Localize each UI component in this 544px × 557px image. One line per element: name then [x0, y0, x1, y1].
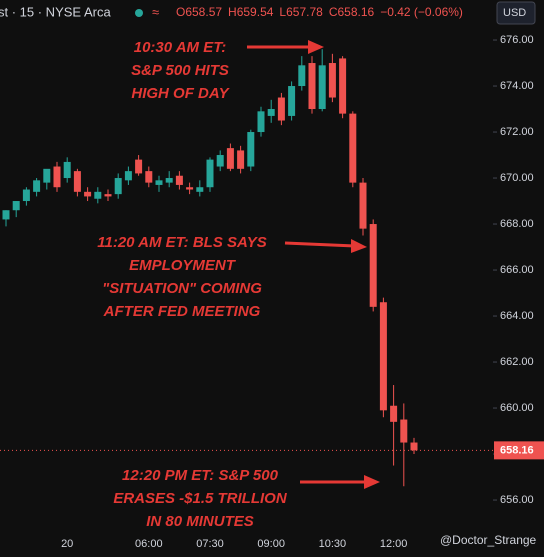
y-tick-label: 666.00 — [500, 264, 534, 276]
candle-body — [94, 191, 102, 199]
x-tick-label: 09:00 — [257, 538, 285, 550]
y-tick-label: 668.00 — [500, 218, 534, 230]
candle-body — [175, 175, 183, 185]
y-tick-label: 674.00 — [500, 80, 534, 92]
candle-body — [247, 132, 255, 167]
symbol: st · 15 · NYSE Arca — [0, 4, 111, 19]
y-tick-label: 664.00 — [500, 310, 534, 322]
candle-body — [104, 194, 112, 197]
candle-body — [186, 187, 194, 190]
currency[interactable]: USD — [503, 7, 526, 19]
ohlc-value: H659.54 — [228, 5, 274, 19]
candle-body — [114, 178, 122, 195]
last-price-box — [494, 441, 544, 460]
y-tick-label: 672.00 — [500, 126, 534, 138]
arrow-head — [364, 475, 380, 489]
candle-body — [237, 150, 245, 169]
annotation: HIGH OF DAY — [131, 85, 230, 102]
candle-body — [135, 159, 143, 174]
candle-body — [226, 148, 234, 169]
annotation: S&P 500 HITS — [131, 62, 229, 79]
candle-body — [267, 109, 275, 116]
ohlc-value: L657.78 — [279, 5, 323, 19]
candle-body — [12, 201, 20, 211]
candle-body — [318, 65, 326, 110]
candle-body — [124, 171, 132, 181]
candle-body — [145, 171, 153, 183]
candle-body — [33, 180, 41, 192]
candle-body — [165, 178, 173, 183]
annotation: EMPLOYMENT — [129, 257, 237, 274]
candle-body — [369, 224, 377, 307]
candle-body — [359, 182, 367, 229]
candle-body — [155, 180, 163, 185]
candle-body — [349, 113, 357, 183]
annotation: 12:20 PM ET: S&P 500 — [122, 467, 279, 484]
ohlc-value: C658.16 — [329, 5, 375, 19]
status-dot — [135, 9, 143, 17]
candle-body — [2, 210, 10, 220]
annotation: IN 80 MINUTES — [146, 513, 254, 530]
candle-body — [216, 155, 224, 167]
candle-body — [206, 159, 214, 188]
currency-button[interactable] — [496, 1, 536, 25]
ohlc-value: O658.57 — [176, 5, 222, 19]
annotation: 11:20 AM ET: BLS SAYS — [97, 234, 266, 251]
ohlc-value: −0.42 (−0.06%) — [380, 5, 463, 19]
arrow-head — [308, 40, 324, 54]
annotation: "SITUATION" COMING — [102, 280, 262, 297]
candle-body — [308, 63, 316, 110]
candle-body — [288, 86, 296, 116]
arrow — [284, 241, 356, 248]
candle-body — [400, 419, 408, 443]
candle-body — [257, 111, 265, 133]
y-tick-label: 676.00 — [500, 34, 534, 46]
arrow-head — [351, 239, 367, 253]
x-tick-label: 06:00 — [135, 538, 163, 550]
candle-body — [196, 187, 204, 192]
candle-body — [277, 97, 285, 121]
y-tick-label: 662.00 — [500, 356, 534, 368]
x-tick-label: 20 — [61, 538, 73, 550]
candle-body — [379, 302, 387, 411]
candle-body — [43, 168, 51, 183]
x-tick-label: 12:00 — [380, 538, 408, 550]
icon: ≈ — [152, 4, 159, 19]
watermark: @Doctor_Strange — [440, 533, 537, 547]
annotation: ERASES -$1.5 TRILLION — [113, 490, 288, 507]
annotation: AFTER FED MEETING — [103, 303, 261, 320]
annotation: 10:30 AM ET: — [134, 39, 227, 56]
candle-body — [328, 63, 336, 98]
last-price-label: 658.16 — [500, 444, 534, 456]
candle-body — [53, 166, 61, 188]
candle-body — [390, 405, 398, 422]
y-tick-label: 656.00 — [500, 494, 534, 506]
candle-body — [339, 58, 347, 114]
candle-body — [63, 161, 71, 179]
candle-body — [410, 442, 418, 451]
x-tick-label: 07:30 — [196, 538, 224, 550]
y-tick-label: 670.00 — [500, 172, 534, 184]
y-tick-label: 660.00 — [500, 402, 534, 414]
candle-body — [84, 191, 92, 197]
candle-body — [22, 189, 30, 202]
candle-body — [298, 65, 306, 87]
candle-body — [73, 171, 81, 192]
arrows — [247, 40, 380, 489]
x-tick-label: 10:30 — [319, 538, 347, 550]
